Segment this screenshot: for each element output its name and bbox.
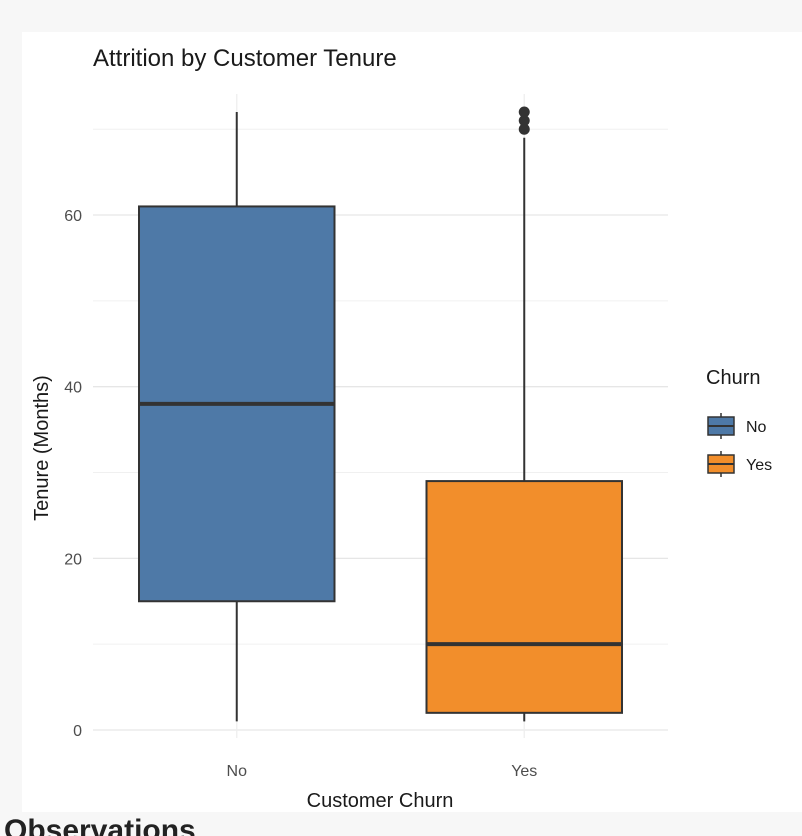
legend-title: Churn (706, 367, 760, 389)
x-tick-label: Yes (511, 763, 537, 780)
y-axis-label: Tenure (Months) (31, 375, 53, 521)
legend-key-yes (707, 451, 735, 477)
y-tick-labels: 0 20 40 60 (64, 208, 82, 740)
legend: Churn No Yes (706, 367, 772, 477)
x-axis-label: Customer Churn (307, 790, 454, 812)
legend-key-no (707, 413, 735, 439)
box-iqr (425, 480, 623, 714)
chart-title: Attrition by Customer Tenure (93, 45, 397, 72)
box-no (138, 112, 336, 722)
boxplot-chart: Attrition by Customer Tenure 0 20 40 60 No Y… (31, 45, 772, 812)
outlier-point (518, 115, 530, 127)
boxes-group (138, 106, 623, 722)
legend-label-no: No (746, 419, 767, 436)
box-yes (425, 106, 623, 722)
legend-label-yes: Yes (746, 457, 772, 474)
y-tick-label: 20 (64, 551, 82, 568)
outlier-point (518, 123, 530, 135)
y-tick-label: 60 (64, 208, 82, 225)
outlier-point (518, 106, 530, 118)
x-tick-labels: No Yes (227, 763, 538, 780)
y-tick-label: 0 (73, 723, 82, 740)
chart-figure: Attrition by Customer Tenure 0 20 40 60 No Y… (22, 32, 802, 812)
observations-heading: Observations (4, 814, 196, 836)
y-tick-label: 40 (64, 380, 82, 397)
x-tick-label: No (227, 763, 248, 780)
